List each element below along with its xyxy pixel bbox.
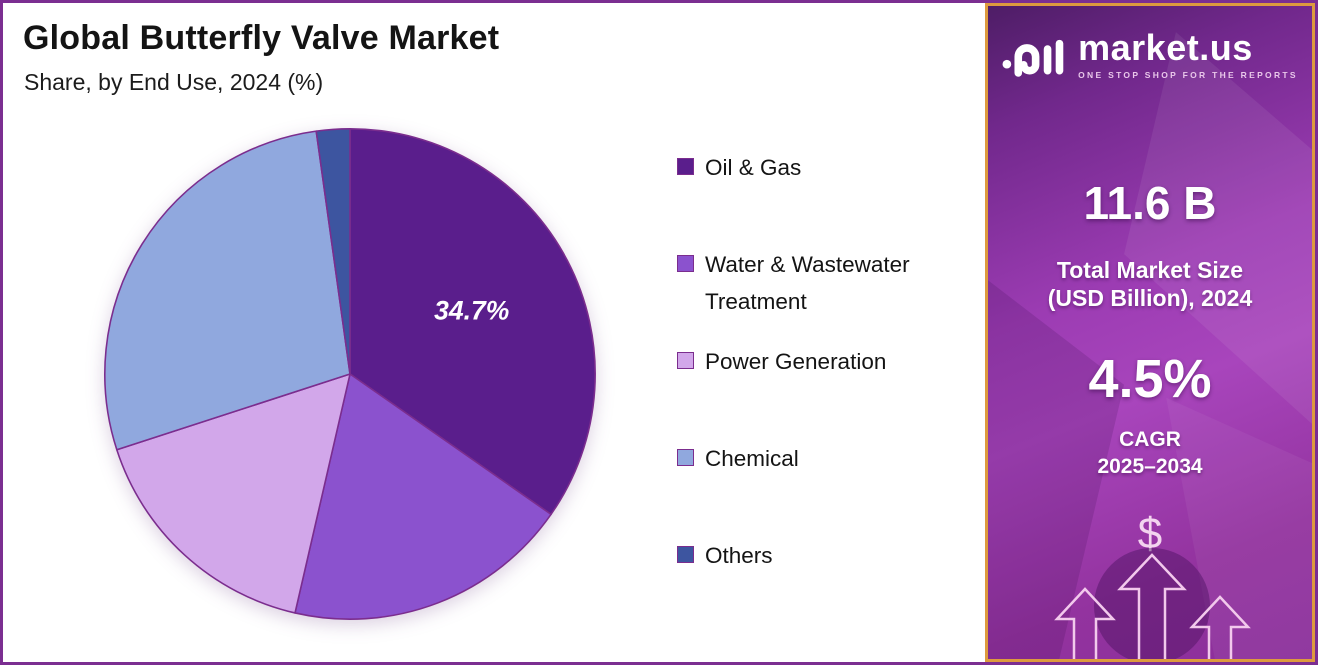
brand-name: market.us bbox=[1078, 27, 1253, 68]
legend-swatch-oil-gas bbox=[677, 158, 694, 175]
cagr-caption: CAGR 2025–2034 bbox=[988, 426, 1312, 481]
market-size-value: 11.6 B bbox=[1083, 177, 1217, 229]
pie-slice-3 bbox=[104, 130, 351, 451]
page-subtitle: Share, by End Use, 2024 (%) bbox=[24, 69, 324, 95]
pie-slice-label: 34.7% bbox=[434, 295, 509, 325]
page-title: Global Butterfly Valve Market bbox=[23, 19, 500, 57]
brand-sidebar: market.us ONE STOP SHOP FOR THE REPORTS … bbox=[985, 3, 1315, 662]
cagr-value: 4.5% bbox=[1088, 349, 1212, 409]
coin-circle-decor bbox=[1094, 548, 1210, 659]
legend-swatch-chemical bbox=[677, 449, 694, 466]
dollar-icon: $ bbox=[1137, 509, 1163, 558]
legend-item-power-generation: Power Generation bbox=[677, 343, 977, 440]
legend-item-oil-gas: Oil & Gas bbox=[677, 149, 977, 246]
growth-arrows-icon bbox=[1054, 553, 1251, 659]
legend-item-water-wastewater: Water & Wastewater Treatment bbox=[677, 246, 977, 343]
legend-label: Water & Wastewater Treatment bbox=[705, 252, 910, 315]
pie-slice-2 bbox=[116, 373, 351, 614]
cagr-caption-line1: CAGR bbox=[1119, 428, 1181, 451]
chart-panel: Global Butterfly Valve Market Share, by … bbox=[3, 3, 988, 662]
legend-label: Oil & Gas bbox=[705, 155, 802, 180]
legend-swatch-water-wastewater bbox=[677, 255, 694, 272]
market-size-caption-line1: Total Market Size bbox=[1056, 257, 1244, 283]
marketus-logo-icon bbox=[1002, 39, 1064, 77]
pie-chart-svg: 34.7% bbox=[104, 128, 596, 620]
cagr-caption-line2: 2025–2034 bbox=[1097, 455, 1203, 479]
legend-item-chemical: Chemical bbox=[677, 440, 977, 537]
market-size-caption: Total Market Size (USD Billion), 2024 bbox=[988, 257, 1312, 312]
logo-text-block: market.us ONE STOP SHOP FOR THE REPORTS bbox=[1078, 27, 1298, 81]
pie-slice-4 bbox=[315, 128, 351, 375]
legend-swatch-power-generation bbox=[677, 352, 694, 369]
marketus-logo: market.us ONE STOP SHOP FOR THE REPORTS bbox=[988, 28, 1312, 82]
legend-item-others: Others bbox=[677, 537, 977, 574]
legend-swatch-others bbox=[677, 546, 694, 563]
pie-chart: 34.7% bbox=[95, 119, 605, 629]
legend-label: Others bbox=[705, 543, 773, 568]
legend-label: Power Generation bbox=[705, 349, 887, 374]
market-size-caption-line2: (USD Billion), 2024 bbox=[1047, 284, 1253, 311]
pie-slice-1 bbox=[294, 373, 552, 620]
brand-tagline: ONE STOP SHOP FOR THE REPORTS bbox=[1078, 70, 1298, 80]
pie-slice-0 bbox=[349, 128, 596, 516]
legend-label: Chemical bbox=[705, 446, 799, 471]
chart-legend: Oil & Gas Water & Wastewater Treatment P… bbox=[677, 149, 977, 574]
